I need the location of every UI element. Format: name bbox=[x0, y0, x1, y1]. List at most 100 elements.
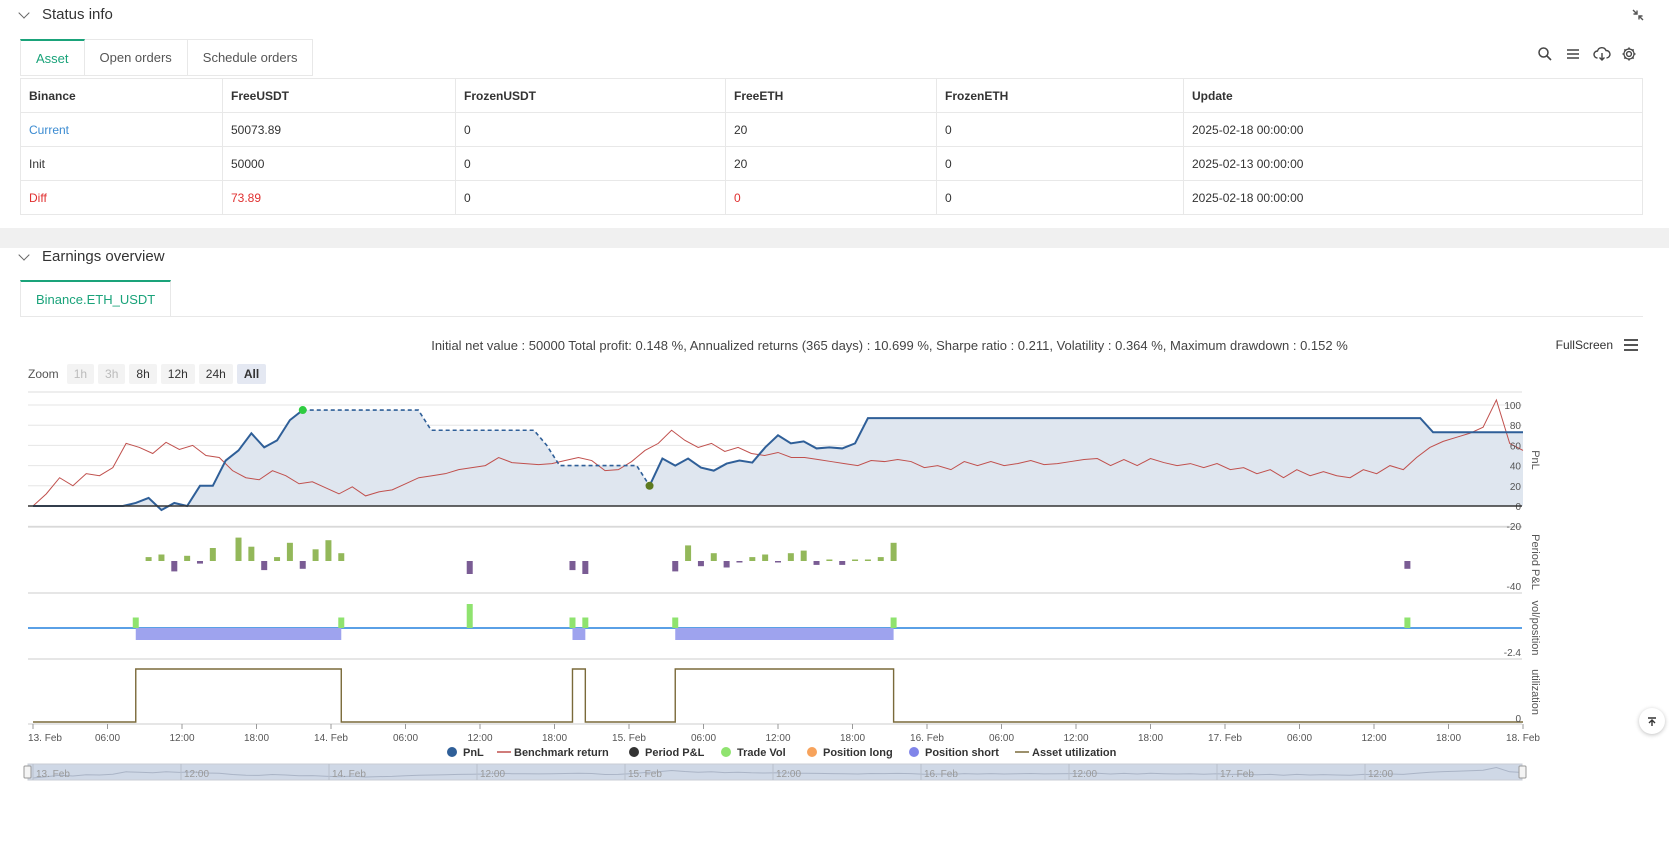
zoom-24h-button[interactable]: 24h bbox=[198, 364, 233, 384]
period-pnl-bar bbox=[286, 542, 293, 561]
menu-icon[interactable] bbox=[1565, 46, 1583, 64]
navigator-tick-label: 16. Feb bbox=[924, 769, 958, 780]
legend-item[interactable]: PnL bbox=[463, 747, 484, 759]
pnl-area-fill bbox=[33, 410, 1523, 511]
legend-item[interactable]: Period P&L bbox=[645, 747, 705, 759]
table-cell: 50073.89 bbox=[222, 112, 456, 147]
row-label-init: Init bbox=[20, 146, 223, 181]
period-pnl-bar bbox=[877, 557, 884, 561]
zoom-all-button[interactable]: All bbox=[236, 364, 267, 384]
trade-vol-bar bbox=[466, 604, 473, 628]
period-pnl-bar bbox=[723, 561, 730, 568]
x-tick-label: 12:00 bbox=[1063, 733, 1088, 744]
period-pnl-bar bbox=[839, 561, 846, 565]
legend-symbol bbox=[721, 747, 731, 757]
trade-vol-bar bbox=[338, 617, 345, 628]
legend-item[interactable]: Position short bbox=[925, 747, 999, 759]
collapse-icon[interactable] bbox=[1631, 8, 1645, 22]
gear-icon[interactable] bbox=[1621, 46, 1639, 64]
navigator-track bbox=[27, 763, 1523, 781]
legend-item[interactable]: Asset utilization bbox=[1032, 747, 1117, 759]
table-cell: 0 bbox=[455, 112, 726, 147]
row-label-current[interactable]: Current bbox=[20, 112, 223, 147]
legend-symbol bbox=[807, 747, 817, 757]
zoom-label: Zoom bbox=[28, 367, 59, 381]
table-cell: 2025-02-13 00:00:00 bbox=[1183, 146, 1643, 181]
position-short-bar bbox=[135, 628, 342, 640]
period-pnl-bar bbox=[1404, 561, 1411, 569]
tab-binance-eth-usdt[interactable]: Binance.ETH_USDT bbox=[20, 280, 172, 316]
tab-open-orders[interactable]: Open orders bbox=[84, 39, 188, 75]
col-header: FreeETH bbox=[725, 78, 937, 113]
legend-item[interactable]: Trade Vol bbox=[737, 747, 786, 759]
period-pnl-bar bbox=[466, 561, 473, 574]
max-marker bbox=[298, 406, 307, 415]
earnings-chart: 100 80 60 40 20 0 -20 -40 -2.4 0 PnL Period P&L vol/… bbox=[23, 391, 1541, 781]
navigator-tick-label: 17. Feb bbox=[1220, 769, 1254, 780]
zoom-12h-button[interactable]: 12h bbox=[160, 364, 195, 384]
navigator[interactable]: 13. Feb 12:00 14. Feb 12:00 15. Feb 12:00 16. … bbox=[23, 763, 1527, 781]
tab-asset[interactable]: Asset bbox=[20, 39, 85, 75]
col-header: FreeUSDT bbox=[222, 78, 456, 113]
table-cell: 2025-02-18 00:00:00 bbox=[1183, 112, 1643, 147]
axis-title: PnL bbox=[1529, 450, 1541, 470]
pnl-line bbox=[648, 417, 1523, 487]
scroll-top-button[interactable] bbox=[1639, 708, 1665, 734]
legend-item[interactable]: Position long bbox=[823, 747, 893, 759]
earnings-header[interactable]: Earnings overview bbox=[18, 248, 165, 265]
legend-item[interactable]: Benchmark return bbox=[514, 747, 609, 759]
pnl-area bbox=[33, 410, 1523, 511]
pnl-axis-tick: 40 bbox=[1510, 462, 1522, 473]
zoom-8h-button[interactable]: 8h bbox=[129, 364, 157, 384]
period-pnl-bar bbox=[685, 545, 692, 561]
status-tabs: Asset Open orders Schedule orders bbox=[20, 39, 314, 76]
col-header: Binance bbox=[20, 78, 223, 113]
period-pnl-bar bbox=[762, 554, 769, 561]
col-header: FrozenETH bbox=[936, 78, 1184, 113]
table-row: Diff 73.89 0 0 0 2025-02-18 00:00:00 bbox=[20, 180, 1643, 215]
navigator-tick-label: 12:00 bbox=[776, 769, 801, 780]
table-cell: 20 bbox=[725, 112, 937, 147]
status-header[interactable]: Status info bbox=[18, 6, 113, 23]
min-marker bbox=[645, 481, 654, 490]
x-tick-label: 13. Feb bbox=[28, 733, 62, 744]
asset-table: Binance FreeUSDT FrozenUSDT FreeETH Froz… bbox=[20, 78, 1643, 215]
x-tick-label: 06:00 bbox=[989, 733, 1014, 744]
asset-utilization-line bbox=[33, 668, 1523, 723]
x-tick-label: 12:00 bbox=[765, 733, 790, 744]
chart-axes: 100 80 60 40 20 0 -20 -40 -2.4 0 PnL Period P&L vol/… bbox=[28, 401, 1541, 744]
legend-symbol bbox=[447, 747, 457, 757]
x-tick-label: 06:00 bbox=[691, 733, 716, 744]
navigator-handle-right bbox=[1518, 765, 1527, 779]
cloud-download-icon[interactable] bbox=[1593, 46, 1611, 64]
status-panel: Status info Asset Open orders Schedule o… bbox=[0, 0, 1669, 228]
fullscreen-button[interactable]: FullScreen bbox=[1555, 338, 1613, 352]
trade-vol-bar bbox=[582, 617, 589, 628]
x-tick-label: 12:00 bbox=[169, 733, 194, 744]
table-row: Current 50073.89 0 20 0 2025-02-18 00:00… bbox=[20, 112, 1643, 147]
asset-utilization-panel bbox=[33, 668, 1523, 723]
table-cell: 2025-02-18 00:00:00 bbox=[1183, 180, 1643, 215]
table-cell: 50000 bbox=[222, 146, 456, 181]
period-pnl-bar bbox=[261, 561, 268, 571]
legend-symbol bbox=[629, 747, 639, 757]
tab-schedule-orders[interactable]: Schedule orders bbox=[187, 39, 314, 75]
trade-vol-bar bbox=[569, 617, 576, 628]
table-cell: 0 bbox=[455, 146, 726, 181]
zoom-3h-button[interactable]: 3h bbox=[98, 364, 126, 384]
search-icon[interactable] bbox=[1537, 46, 1555, 64]
x-tick-label: 06:00 bbox=[1287, 733, 1312, 744]
x-tick-label: 14. Feb bbox=[314, 733, 348, 744]
trade-vol-bar bbox=[1404, 617, 1411, 628]
period-pnl-bar bbox=[145, 557, 152, 561]
position-short-bar bbox=[572, 628, 586, 640]
zoom-1h-button[interactable]: 1h bbox=[66, 364, 95, 384]
period-pnl-bar bbox=[582, 561, 589, 574]
x-tick-label: 16. Feb bbox=[910, 733, 944, 744]
navigator-handle-left bbox=[23, 765, 32, 779]
chart-menu-icon[interactable] bbox=[1623, 338, 1639, 352]
trade-vol-bar bbox=[890, 617, 897, 628]
col-header: Update bbox=[1183, 78, 1643, 113]
arrow-up-icon bbox=[1648, 717, 1656, 726]
util-axis-tick: 0 bbox=[1515, 714, 1521, 725]
